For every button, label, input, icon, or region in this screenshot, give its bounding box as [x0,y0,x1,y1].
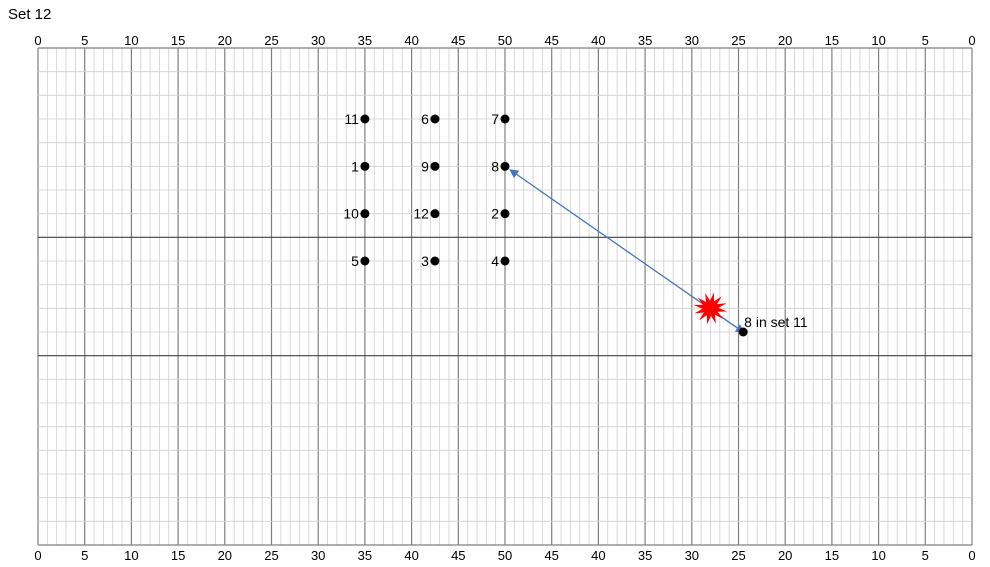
yard-label-top: 15 [825,33,839,48]
yard-label-top: 50 [498,33,512,48]
performer-dot [500,114,510,124]
performer-dot [430,161,440,171]
yard-label-bottom: 10 [871,548,885,563]
yard-label-bottom: 45 [544,548,558,563]
yard-label-bottom: 30 [685,548,699,563]
yard-label-bottom: 45 [451,548,465,563]
yard-label-bottom: 35 [638,548,652,563]
yard-label-top: 5 [81,33,88,48]
performer-dot [360,161,370,171]
previous-position-dot [738,327,748,337]
performer-label: 6 [421,111,429,127]
yard-label-bottom: 40 [591,548,605,563]
yard-label-bottom: 15 [171,548,185,563]
set-title: Set 12 [8,6,52,23]
performer-dot [500,161,510,171]
yard-label-bottom: 20 [778,548,792,563]
yard-label-bottom: 35 [358,548,372,563]
yard-label-bottom: 30 [311,548,325,563]
yard-label-bottom: 5 [81,548,88,563]
yard-label-bottom: 40 [404,548,418,563]
yard-label-top: 10 [124,33,138,48]
yard-label-top: 5 [922,33,929,48]
performer-dot [360,209,370,219]
yard-label-top: 40 [591,33,605,48]
performer-label: 4 [491,253,499,269]
yard-label-bottom: 0 [34,548,41,563]
performer-label: 9 [421,158,429,174]
performer-label: 10 [343,206,359,222]
performer-dot [500,256,510,266]
yard-label-top: 40 [404,33,418,48]
previous-position-label: 8 in set 11 [744,314,808,330]
yard-label-top: 0 [968,33,975,48]
yard-label-top: 45 [451,33,465,48]
yard-label-top: 25 [264,33,278,48]
yard-label-top: 35 [358,33,372,48]
yard-labels-top: 0 5 10 15 20 25 30 35 40 45 50 45 40 35 30 25 20 15 10 5 0 [34,33,975,48]
yard-label-top: 25 [731,33,745,48]
yard-label-top: 30 [311,33,325,48]
performer-label: 8 [491,158,499,174]
yard-label-bottom: 25 [731,548,745,563]
yard-label-top: 0 [34,33,41,48]
performer-label: 3 [421,253,429,269]
performer-dot [430,256,440,266]
performer-dot [360,256,370,266]
performer-dot [430,209,440,219]
collision-burst-icon [693,292,728,325]
performer-dot [430,114,440,124]
yard-label-top: 20 [218,33,232,48]
yard-label-bottom: 15 [825,548,839,563]
yard-label-bottom: 10 [124,548,138,563]
performer-label: 2 [491,206,499,222]
performer-label: 1 [351,158,359,174]
yard-label-bottom: 0 [968,548,975,563]
yard-label-top: 35 [638,33,652,48]
yard-label-top: 45 [544,33,558,48]
yard-label-bottom: 50 [498,548,512,563]
performer-label: 12 [413,206,429,222]
performer-dot [360,114,370,124]
yard-label-top: 30 [685,33,699,48]
yard-label-bottom: 5 [922,548,929,563]
yard-labels-bottom: 0 5 10 15 20 25 30 35 40 45 50 45 40 35 30 25 20 15 10 5 0 [34,548,975,563]
yard-label-bottom: 25 [264,548,278,563]
yard-label-top: 20 [778,33,792,48]
performer-dot [500,209,510,219]
yard-label-top: 15 [171,33,185,48]
performer-label: 11 [344,111,359,127]
collision-burst-shape [693,292,728,325]
performer-dots: 11 6 7 1 9 8 10 12 2 5 3 4 8 in set 11 [343,111,808,337]
yard-label-bottom: 20 [218,548,232,563]
yard-label-top: 10 [871,33,885,48]
performer-label: 5 [351,253,359,269]
performer-label: 7 [491,111,499,127]
